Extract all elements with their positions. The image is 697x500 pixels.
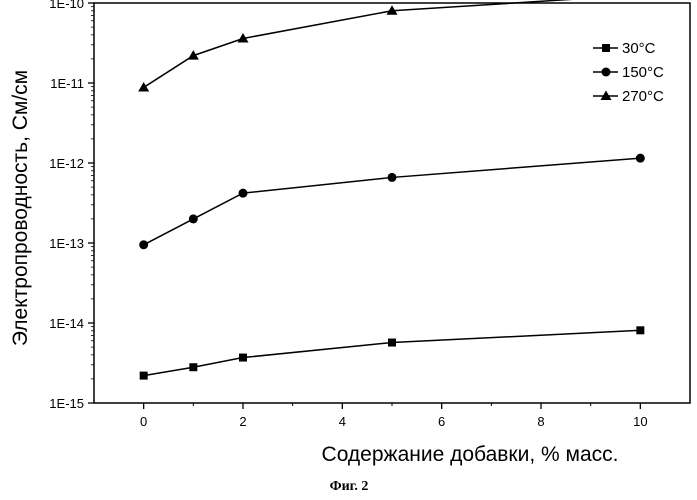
data-point bbox=[138, 82, 149, 92]
legend-marker bbox=[602, 68, 611, 77]
data-point bbox=[388, 173, 397, 182]
series-line bbox=[144, 158, 641, 245]
figure-caption: Фиг. 2 bbox=[330, 479, 369, 494]
data-point bbox=[636, 154, 645, 163]
data-point bbox=[140, 372, 148, 380]
x-tick-label: 10 bbox=[633, 414, 647, 429]
chart-legend: 30°C 150°C 270°C bbox=[593, 40, 664, 105]
data-point bbox=[636, 326, 644, 334]
x-tick-label: 0 bbox=[140, 414, 147, 429]
chart-axes: 0 2 4 6 8 10 1E-15 1E-14 1E-13 1E-12 1E-11 1E-10 bbox=[49, 0, 690, 429]
legend-marker bbox=[602, 44, 610, 52]
y-tick-label: 1E-15 bbox=[49, 396, 84, 411]
y-tick-label: 1E-11 bbox=[50, 76, 84, 91]
y-tick-label: 1E-14 bbox=[49, 316, 84, 331]
x-tick-label: 6 bbox=[438, 414, 445, 429]
y-axis-title: Электропроводность, См/см bbox=[9, 70, 32, 346]
x-tick-label: 2 bbox=[239, 414, 246, 429]
x-axis-title: Содержание добавки, % масс. bbox=[322, 443, 619, 466]
x-tick-label: 4 bbox=[339, 414, 346, 429]
chart-series bbox=[138, 0, 646, 380]
data-point bbox=[388, 339, 396, 347]
legend-label: 150°C bbox=[622, 64, 664, 81]
y-tick-label: 1E-13 bbox=[49, 236, 84, 251]
legend-label: 30°C bbox=[622, 40, 656, 57]
data-point bbox=[189, 363, 197, 371]
data-point bbox=[239, 354, 247, 362]
y-tick-label: 1E-12 bbox=[49, 156, 84, 171]
data-point bbox=[239, 189, 248, 198]
data-point bbox=[189, 214, 198, 223]
legend-label: 270°C bbox=[622, 88, 664, 105]
data-point bbox=[139, 240, 148, 249]
x-tick-label: 8 bbox=[537, 414, 544, 429]
series-line bbox=[144, 330, 641, 375]
y-tick-label: 1E-10 bbox=[49, 0, 84, 11]
